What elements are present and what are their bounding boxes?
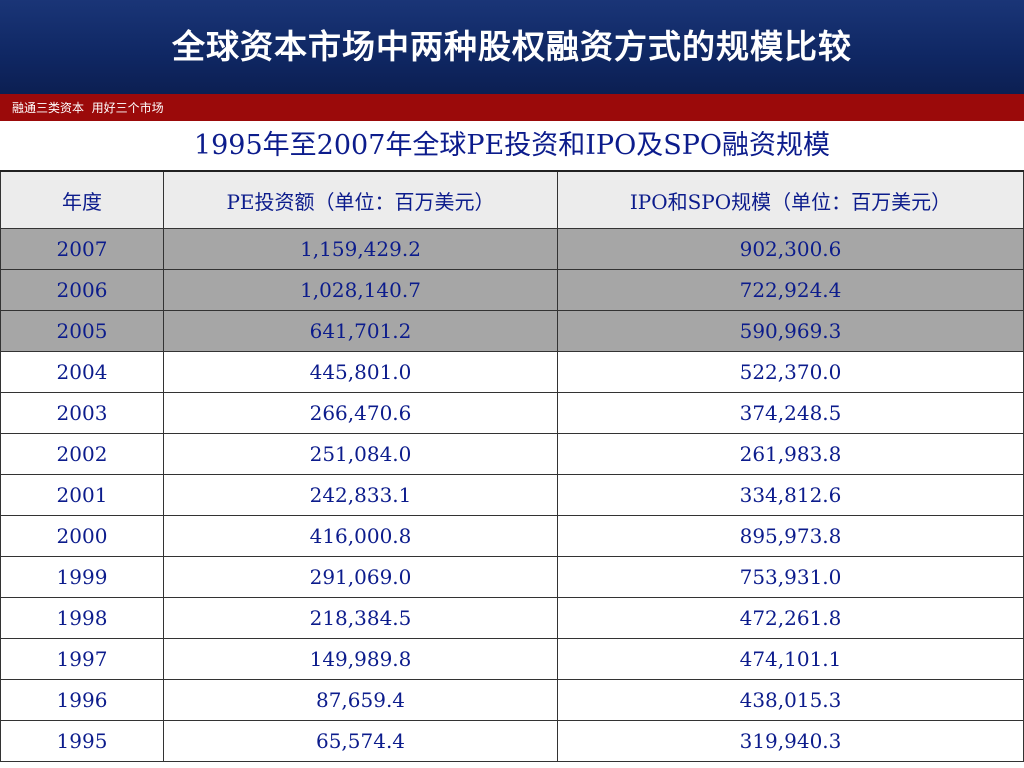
cell-ipo-spo: 319,940.3 [557, 720, 1024, 762]
cell-pe: 149,989.8 [163, 638, 558, 680]
slide-title: 全球资本市场中两种股权融资方式的规模比较 [172, 27, 852, 66]
subtitle-text: 融通三类资本 用好三个市场 [12, 101, 164, 115]
cell-year: 2006 [0, 269, 164, 311]
table-row: 2001 242,833.1 334,812.6 [0, 474, 1024, 516]
cell-year: 1995 [0, 720, 164, 762]
cell-pe: 291,069.0 [163, 556, 558, 598]
cell-pe: 266,470.6 [163, 392, 558, 434]
cell-pe: 445,801.0 [163, 351, 558, 393]
data-table: 年度 PE投资额（单位：百万美元） IPO和SPO规模（单位：百万美元） 200… [0, 170, 1024, 762]
cell-ipo-spo: 590,969.3 [557, 310, 1024, 352]
cell-year: 2007 [0, 228, 164, 270]
table-row: 2002 251,084.0 261,983.8 [0, 433, 1024, 475]
table-row: 1997 149,989.8 474,101.1 [0, 638, 1024, 680]
header-year: 年度 [0, 170, 164, 229]
cell-ipo-spo: 474,101.1 [557, 638, 1024, 680]
cell-ipo-spo: 438,015.3 [557, 679, 1024, 721]
table-header-row: 年度 PE投资额（单位：百万美元） IPO和SPO规模（单位：百万美元） [0, 170, 1024, 229]
cell-year: 2005 [0, 310, 164, 352]
cell-pe: 416,000.8 [163, 515, 558, 557]
subtitle-bar: 融通三类资本 用好三个市场 [0, 94, 1024, 121]
table-row: 1996 87,659.4 438,015.3 [0, 679, 1024, 721]
cell-pe: 218,384.5 [163, 597, 558, 639]
table-row: 2000 416,000.8 895,973.8 [0, 515, 1024, 557]
table-row: 2003 266,470.6 374,248.5 [0, 392, 1024, 434]
cell-pe: 65,574.4 [163, 720, 558, 762]
cell-ipo-spo: 472,261.8 [557, 597, 1024, 639]
cell-year: 1997 [0, 638, 164, 680]
cell-pe: 1,028,140.7 [163, 269, 558, 311]
cell-ipo-spo: 374,248.5 [557, 392, 1024, 434]
cell-year: 2000 [0, 515, 164, 557]
cell-pe: 87,659.4 [163, 679, 558, 721]
cell-ipo-spo: 522,370.0 [557, 351, 1024, 393]
table-row: 1999 291,069.0 753,931.0 [0, 556, 1024, 598]
slide-header: 全球资本市场中两种股权融资方式的规模比较 [0, 0, 1024, 94]
cell-ipo-spo: 261,983.8 [557, 433, 1024, 475]
cell-ipo-spo: 753,931.0 [557, 556, 1024, 598]
cell-pe: 251,084.0 [163, 433, 558, 475]
cell-year: 1998 [0, 597, 164, 639]
cell-year: 2002 [0, 433, 164, 475]
table-row: 2007 1,159,429.2 902,300.6 [0, 228, 1024, 270]
cell-year: 2003 [0, 392, 164, 434]
table-row: 1995 65,574.4 319,940.3 [0, 720, 1024, 762]
cell-ipo-spo: 902,300.6 [557, 228, 1024, 270]
cell-year: 1996 [0, 679, 164, 721]
table-row: 2005 641,701.2 590,969.3 [0, 310, 1024, 352]
cell-year: 1999 [0, 556, 164, 598]
cell-pe: 1,159,429.2 [163, 228, 558, 270]
cell-ipo-spo: 895,973.8 [557, 515, 1024, 557]
header-pe-investment: PE投资额（单位：百万美元） [163, 170, 558, 229]
cell-ipo-spo: 334,812.6 [557, 474, 1024, 516]
cell-pe: 242,833.1 [163, 474, 558, 516]
table-row: 1998 218,384.5 472,261.8 [0, 597, 1024, 639]
cell-ipo-spo: 722,924.4 [557, 269, 1024, 311]
table-row: 2004 445,801.0 522,370.0 [0, 351, 1024, 393]
cell-year: 2004 [0, 351, 164, 393]
cell-pe: 641,701.2 [163, 310, 558, 352]
table-row: 2006 1,028,140.7 722,924.4 [0, 269, 1024, 311]
table-title: 1995年至2007年全球PE投资和IPO及SPO融资规模 [193, 130, 831, 161]
header-ipo-spo: IPO和SPO规模（单位：百万美元） [557, 170, 1024, 229]
cell-year: 2001 [0, 474, 164, 516]
